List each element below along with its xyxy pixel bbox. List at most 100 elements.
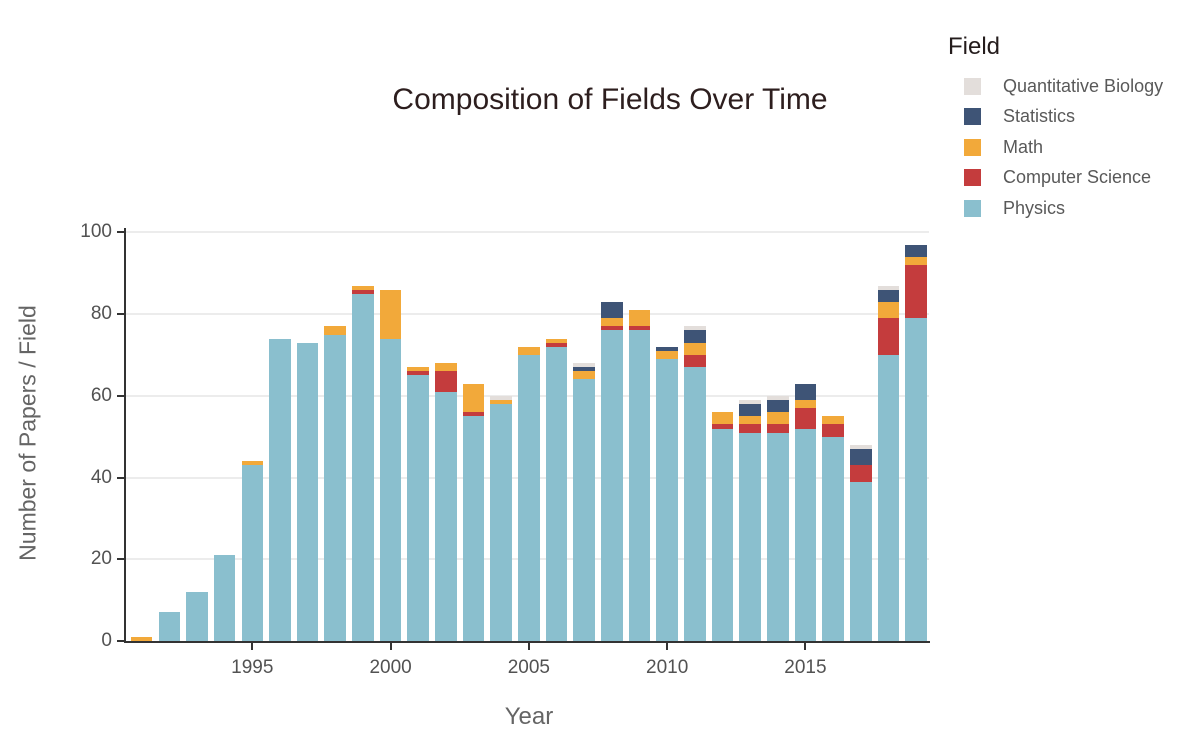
x-tick-label-1995: 1995 (231, 657, 274, 678)
y-tick-mark-20 (117, 558, 125, 561)
bar-2012-physics (711, 428, 734, 641)
y-tick-mark-80 (117, 313, 125, 316)
bar-2000-math (379, 289, 402, 339)
y-axis-title: Number of Papers / Field (14, 305, 41, 561)
bar-2004-quantitative-biology (490, 395, 512, 400)
bar-2003-computer-science (462, 412, 485, 417)
y-tick-label-100: 100 (80, 221, 112, 243)
y-axis-spine (124, 228, 126, 643)
bar-2011-computer-science (684, 354, 706, 368)
bar-2013-quantitative-biology (739, 399, 761, 404)
bar-2006-computer-science (545, 342, 568, 347)
x-tick-label-2015: 2015 (784, 657, 827, 678)
bar-1991-math (130, 636, 153, 641)
bar-2005-math (518, 346, 540, 355)
y-tick-mark-100 (117, 231, 125, 234)
bar-2012-computer-science (711, 424, 734, 429)
bar-2007-statistics (573, 367, 595, 372)
y-tick-mark-60 (117, 394, 125, 397)
bar-2017-physics (849, 481, 872, 641)
bar-2018-statistics (877, 289, 900, 302)
bar-2009-physics (628, 330, 651, 641)
bar-1999-math (352, 285, 374, 290)
bar-1998-physics (324, 334, 347, 641)
bar-2007-math (573, 371, 595, 380)
bar-2006-physics (545, 346, 568, 641)
bar-2019-math (905, 256, 927, 266)
bar-2008-computer-science (601, 326, 623, 331)
bar-2007-physics (573, 379, 595, 641)
y-tick-label-40: 40 (90, 466, 112, 488)
bar-2010-statistics (656, 346, 678, 351)
bar-2014-math (766, 412, 789, 425)
legend-item-statistics: Statistics (948, 102, 1163, 133)
bar-1997-physics (296, 342, 319, 641)
bar-2009-math (628, 310, 651, 327)
y-tick-label-60: 60 (90, 384, 112, 406)
bar-2015-physics (794, 428, 817, 641)
bar-2002-computer-science (435, 371, 457, 392)
bar-2014-physics (766, 432, 789, 641)
legend-label-physics: Physics (1003, 197, 1066, 218)
legend-swatch-physics (964, 199, 981, 217)
bar-1999-physics (352, 293, 374, 641)
bar-2004-math (490, 399, 512, 404)
y-tick-label-0: 0 (101, 630, 112, 651)
bar-1993-physics (186, 591, 208, 641)
bar-2008-statistics (601, 301, 623, 319)
bar-2014-statistics (766, 399, 789, 413)
legend-swatch-statistics (964, 108, 981, 126)
legend-label-quantitative-biology: Quantitative Biology (1003, 75, 1164, 96)
bar-2011-physics (684, 367, 706, 641)
bar-2017-statistics (849, 448, 872, 466)
bar-1999-computer-science (352, 289, 374, 294)
y-tick-mark-0 (117, 640, 125, 642)
bar-2002-math (435, 363, 457, 372)
bar-2005-physics (518, 354, 540, 641)
legend-label-computer-science: Computer Science (1003, 167, 1152, 188)
bar-2017-computer-science (849, 465, 872, 482)
legend-item-quantitative-biology: Quantitative Biology (948, 71, 1163, 102)
legend-item-computer-science: Computer Science (948, 163, 1163, 194)
bar-1998-math (324, 326, 347, 335)
chart-title: Composition of Fields Over Time (392, 83, 828, 116)
bar-2018-quantitative-biology (877, 285, 900, 290)
x-tick-mark-1995 (251, 643, 254, 650)
y-tick-label-80: 80 (90, 303, 112, 325)
x-tick-mark-2010 (666, 643, 669, 650)
x-tick-label-2010: 2010 (646, 657, 689, 678)
bar-1995-math (241, 461, 264, 466)
bar-2016-computer-science (822, 424, 844, 437)
legend-title: Field (948, 33, 1001, 60)
bar-2019-computer-science (905, 265, 927, 319)
bar-2012-math (711, 412, 734, 425)
bar-2010-physics (656, 359, 678, 641)
bar-2018-math (877, 301, 900, 319)
bar-2013-math (739, 416, 761, 425)
bar-2007-quantitative-biology (573, 363, 595, 368)
y-tick-mark-40 (117, 476, 125, 479)
legend-label-math: Math (1003, 136, 1044, 157)
bar-2019-physics (905, 318, 927, 641)
bar-2003-physics (462, 416, 485, 641)
bar-2001-computer-science (407, 371, 430, 376)
bar-2015-computer-science (794, 408, 817, 429)
bar-2018-physics (877, 354, 900, 641)
x-tick-mark-2015 (804, 643, 807, 650)
y-tick-label-20: 20 (90, 548, 112, 570)
gridline-80 (126, 313, 929, 316)
legend-label-statistics: Statistics (1003, 106, 1076, 127)
bar-1994-physics (213, 555, 236, 641)
bar-2004-physics (490, 404, 512, 641)
bar-1995-physics (241, 465, 264, 641)
legend: Field Quantitative Biology Statistics Math… (948, 33, 1163, 224)
bar-2002-physics (435, 391, 457, 641)
legend-items: Quantitative Biology Statistics Math Comput… (948, 71, 1163, 224)
bar-2017-quantitative-biology (849, 444, 872, 449)
bar-2013-statistics (739, 404, 761, 417)
bar-2016-math (822, 416, 844, 425)
bar-2014-quantitative-biology (766, 395, 789, 400)
x-tick-label-2000: 2000 (369, 657, 412, 678)
bar-2008-math (601, 318, 623, 327)
bar-1996-physics (269, 338, 291, 641)
